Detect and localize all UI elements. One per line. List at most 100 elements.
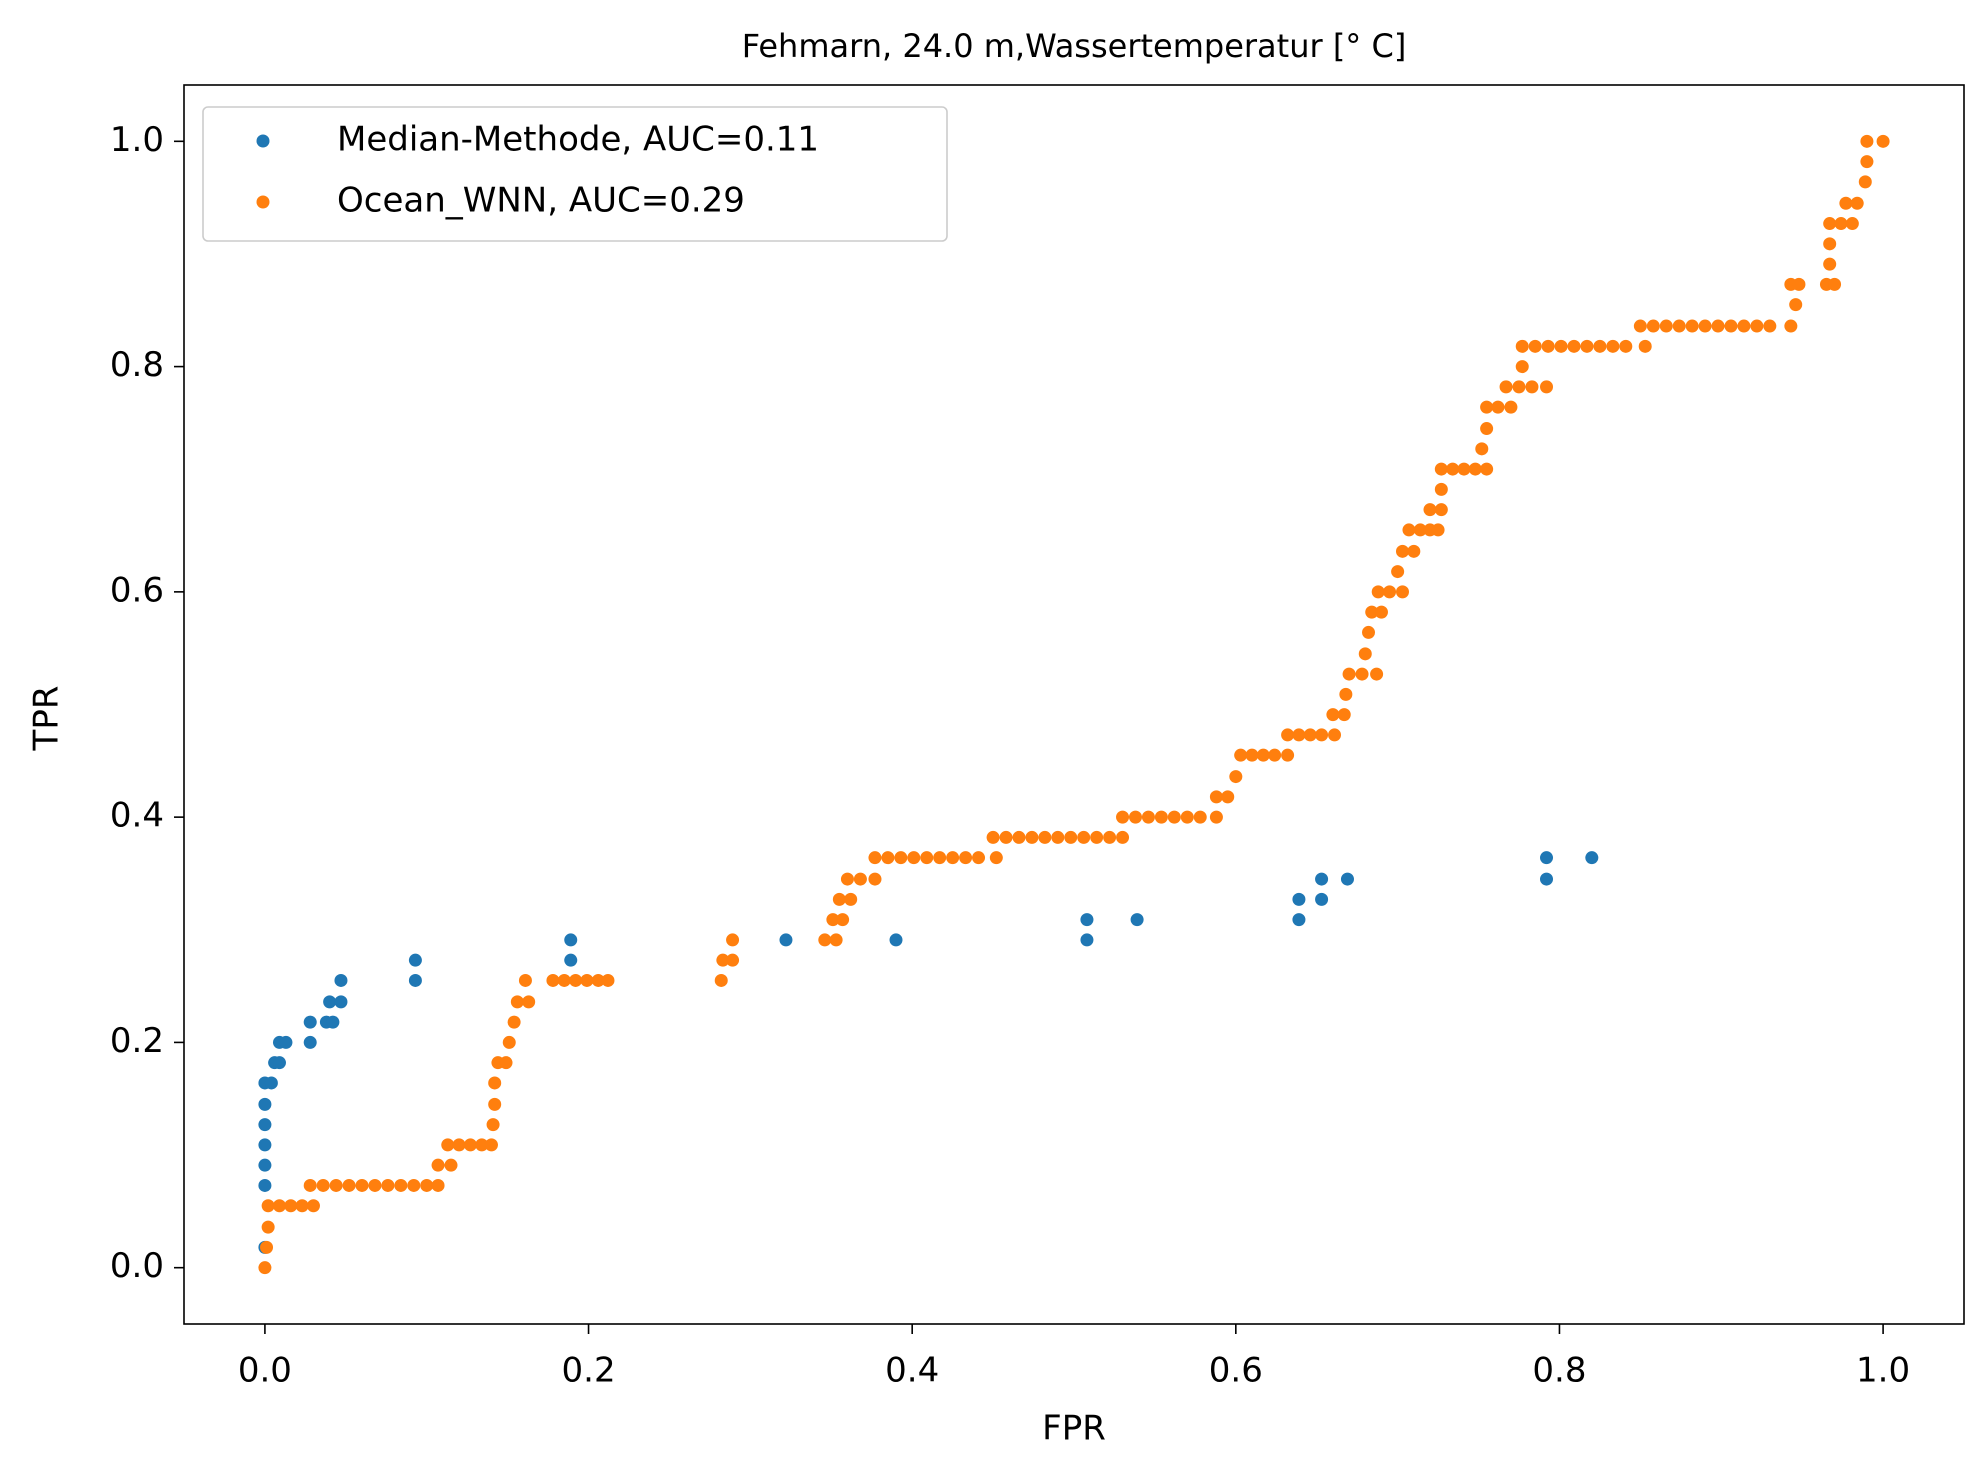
data-point: [1685, 319, 1699, 333]
data-point: [894, 851, 908, 865]
data-point: [1540, 851, 1554, 865]
data-point: [1370, 667, 1384, 681]
data-point: [1763, 319, 1777, 333]
data-point: [1876, 134, 1890, 148]
data-point: [714, 973, 728, 987]
axes-frame: [183, 84, 1965, 1325]
data-point: [1845, 217, 1859, 231]
data-point: [1180, 810, 1194, 824]
data-point: [1585, 851, 1599, 865]
data-point: [272, 1056, 286, 1070]
data-point: [381, 1178, 395, 1192]
legend-label: Ocean_WNN, AUC=0.29: [337, 181, 745, 221]
data-point: [264, 1076, 278, 1090]
data-point: [989, 851, 1003, 865]
data-point: [431, 1158, 445, 1172]
data-point: [1434, 482, 1448, 496]
data-point: [546, 973, 560, 987]
data-point: [1012, 830, 1026, 844]
data-point: [726, 953, 740, 967]
data-point: [986, 830, 1000, 844]
data-point: [1281, 728, 1295, 742]
data-point: [1402, 523, 1416, 537]
data-point: [507, 1015, 521, 1029]
data-point: [1540, 872, 1554, 886]
data-point: [1340, 872, 1354, 886]
data-point: [1326, 708, 1340, 722]
data-point: [518, 973, 532, 987]
data-point: [1342, 667, 1356, 681]
data-point: [258, 1178, 272, 1192]
data-point: [326, 1015, 340, 1029]
data-point: [1229, 770, 1243, 784]
data-point: [1209, 810, 1223, 824]
data-point: [999, 830, 1013, 844]
data-point: [1515, 360, 1529, 374]
data-point: [1792, 277, 1806, 291]
data-point: [889, 933, 903, 947]
x-tick-label: 1.0: [1856, 1351, 1910, 1391]
y-axis-label: TPR: [27, 686, 67, 752]
data-point: [818, 933, 832, 947]
data-point: [1077, 830, 1091, 844]
data-point: [716, 953, 730, 967]
data-point: [1193, 810, 1207, 824]
y-tick-label: 1.0: [110, 120, 164, 160]
data-point: [1567, 339, 1581, 353]
data-point: [1315, 728, 1329, 742]
data-point: [408, 973, 422, 987]
data-point: [272, 1199, 286, 1213]
data-point: [1480, 462, 1494, 476]
x-tick-label: 0.6: [1209, 1351, 1263, 1391]
data-point: [1446, 462, 1460, 476]
data-point: [258, 1261, 272, 1275]
data-point: [499, 1056, 513, 1070]
data-point: [1711, 319, 1725, 333]
data-point: [488, 1076, 502, 1090]
data-point: [1395, 544, 1409, 558]
data-point: [1834, 217, 1848, 231]
data-point: [1525, 380, 1539, 394]
data-point: [1784, 319, 1798, 333]
data-point: [303, 1015, 317, 1029]
data-point: [1337, 708, 1351, 722]
data-point: [1413, 523, 1427, 537]
data-point: [1358, 647, 1372, 661]
data-point: [452, 1138, 466, 1152]
data-point: [1167, 810, 1181, 824]
data-point: [853, 872, 867, 886]
data-point: [323, 995, 337, 1009]
data-point: [1080, 913, 1094, 927]
data-point: [1315, 892, 1329, 906]
data-point: [1672, 319, 1686, 333]
data-point: [463, 1138, 477, 1152]
data-point: [441, 1138, 455, 1152]
data-point: [316, 1178, 330, 1192]
data-point: [342, 1178, 356, 1192]
data-point: [1434, 462, 1448, 476]
legend-marker: [256, 134, 270, 148]
data-point: [829, 933, 843, 947]
data-point: [1315, 872, 1329, 886]
data-point: [564, 933, 578, 947]
data-point: [510, 995, 524, 1009]
data-point: [1154, 810, 1168, 824]
data-point: [261, 1220, 275, 1234]
data-point: [1515, 339, 1529, 353]
data-point: [1383, 585, 1397, 599]
data-point: [1025, 830, 1039, 844]
data-point: [408, 953, 422, 967]
data-point: [569, 973, 583, 987]
data-point: [1659, 319, 1673, 333]
data-point: [394, 1178, 408, 1192]
y-tick-label: 0.8: [110, 345, 164, 385]
data-point: [431, 1178, 445, 1192]
data-point: [1431, 523, 1445, 537]
data-point: [1528, 339, 1542, 353]
data-point: [1468, 462, 1482, 476]
data-point: [972, 851, 986, 865]
data-point: [564, 953, 578, 967]
chart-title: Fehmarn, 24.0 m,Wassertemperatur [° C]: [742, 27, 1407, 65]
data-point: [1480, 400, 1494, 414]
